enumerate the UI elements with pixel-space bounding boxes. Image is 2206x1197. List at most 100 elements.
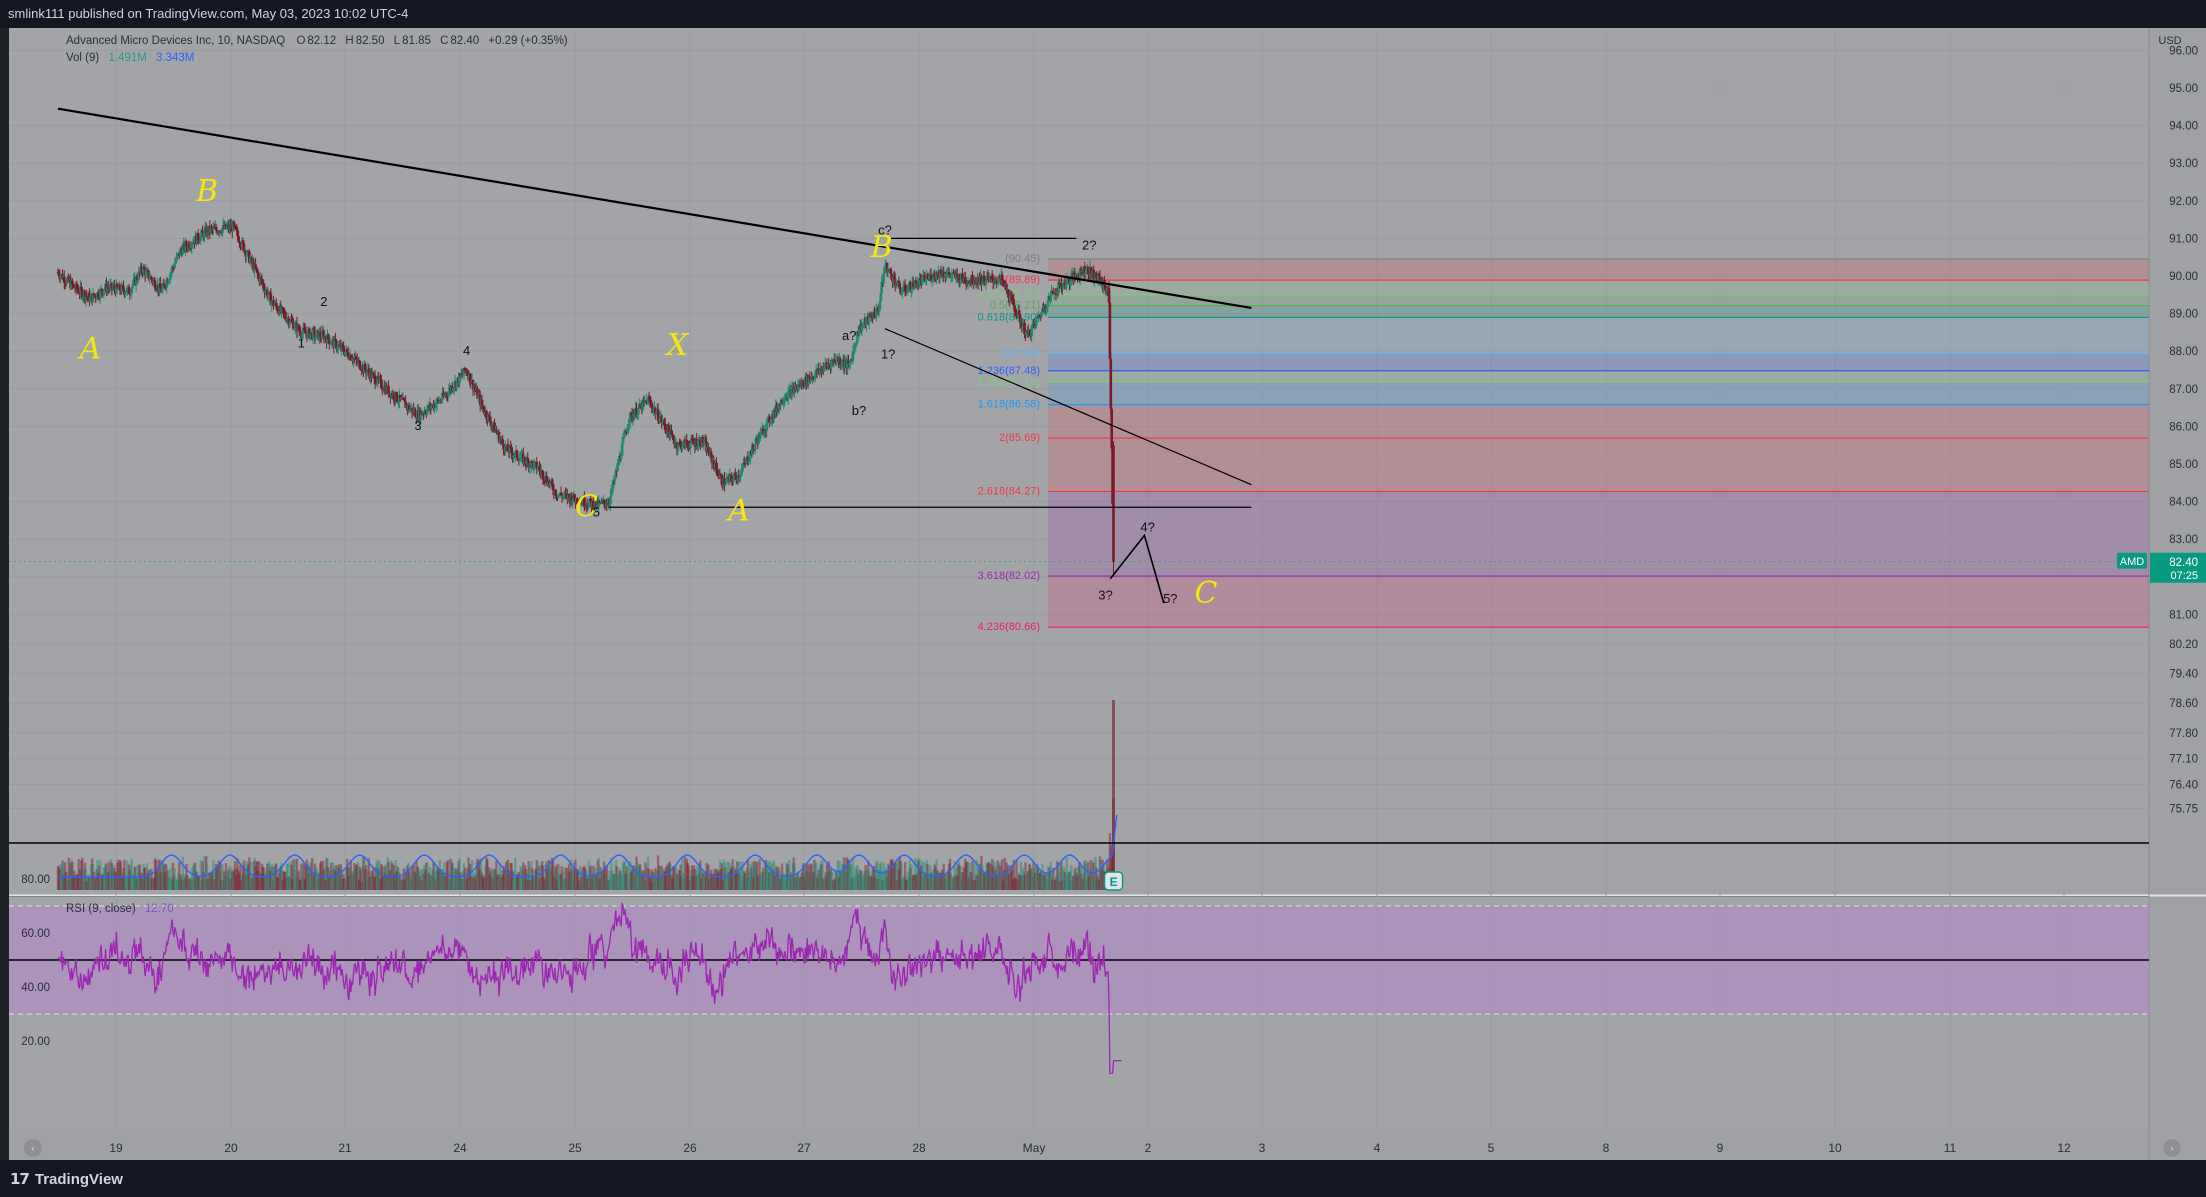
volume-bar	[515, 873, 519, 890]
candle-body	[946, 273, 949, 275]
candle-body	[371, 373, 374, 379]
price-tick: 93.00	[2169, 158, 2198, 170]
candle-body	[407, 405, 411, 411]
volume-bar	[455, 871, 459, 890]
volume-bar	[549, 867, 552, 890]
candle-body	[1032, 323, 1035, 325]
candlesticks[interactable]	[56, 218, 1115, 577]
volume-legend[interactable]: Vol (9) 1.491M 3.343M	[66, 52, 194, 64]
candle-body	[527, 460, 531, 468]
candle-body	[649, 402, 653, 404]
elliott-label: A	[77, 332, 102, 367]
candle-body	[743, 463, 747, 465]
volume-bar	[476, 858, 479, 890]
volume-bar	[635, 856, 638, 890]
wave-label: 4	[463, 343, 470, 358]
volume-bar	[887, 864, 891, 890]
candle-body	[513, 451, 517, 456]
volume-bar	[548, 860, 551, 890]
volume-bar	[864, 864, 867, 890]
volume-bar	[901, 879, 904, 890]
volume-bar	[822, 878, 825, 890]
trendlines[interactable]	[57, 107, 1252, 604]
volume-bar	[704, 873, 707, 890]
candle-body	[129, 293, 133, 295]
volume-bar	[761, 867, 765, 890]
rsi-legend[interactable]: RSI (9, close) 12.70	[66, 903, 174, 915]
candle-body	[159, 283, 162, 289]
volume-bar	[778, 870, 781, 890]
volume-bar	[739, 876, 742, 890]
candle-body	[173, 263, 177, 268]
volume-bar	[237, 871, 240, 890]
candle-body	[108, 284, 112, 289]
candle-body	[402, 397, 406, 401]
candle-body	[515, 450, 519, 459]
candle-body	[86, 296, 89, 298]
volume-bar	[199, 860, 203, 890]
candle-body	[1044, 308, 1048, 311]
volume-bar	[178, 862, 181, 890]
volume-bar	[650, 869, 653, 890]
candle-body	[404, 401, 407, 409]
volume-bar	[985, 862, 989, 890]
volume-bar	[372, 877, 376, 890]
volume-bar	[249, 862, 253, 890]
candle-body	[292, 327, 296, 330]
volume-bar	[970, 876, 973, 890]
volume-bar	[77, 858, 80, 890]
volume-bar	[169, 878, 173, 890]
candle-body	[447, 391, 451, 396]
volume-bar	[1096, 877, 1099, 890]
volume-bar	[386, 856, 389, 890]
symbol-legend[interactable]: Advanced Micro Devices Inc, 10, NASDAQ O…	[66, 35, 568, 47]
candle-body	[1089, 266, 1093, 275]
candle-body	[535, 462, 539, 470]
open-label: O	[296, 35, 306, 47]
candle-body	[178, 249, 182, 257]
candle-body	[933, 272, 937, 278]
volume-bar	[1010, 867, 1014, 890]
candle-body	[79, 286, 82, 294]
candle-body	[162, 283, 166, 285]
candle-body	[790, 386, 794, 397]
candle-body	[1008, 294, 1012, 301]
volume-bar	[552, 876, 556, 890]
candle-body	[335, 340, 338, 350]
volume-bar	[399, 876, 402, 890]
candle-body	[84, 295, 88, 300]
volume-bar	[608, 870, 611, 890]
volume-bar	[683, 856, 687, 890]
volume-bar	[623, 861, 627, 890]
candle-body	[140, 266, 143, 272]
volume-bar	[118, 860, 122, 890]
volume-bar	[205, 856, 208, 890]
candle-body	[489, 421, 493, 427]
volume-bar	[194, 862, 197, 890]
tradingview-logo[interactable]: 17 TradingView	[10, 1170, 123, 1188]
volume-bar	[629, 871, 633, 890]
volume-bar	[309, 861, 312, 890]
candle-body	[592, 507, 596, 510]
wave-label: a?	[842, 328, 856, 343]
volume-bar	[143, 867, 147, 890]
scroll-left-button[interactable]: ‹	[24, 1139, 42, 1157]
chart-canvas[interactable]: (90.45)0.236(89.89)0.382(89.50)0.5(89.21…	[0, 28, 2206, 1160]
candle-body	[879, 293, 883, 301]
volume-bar	[361, 866, 364, 890]
volume-bar	[564, 867, 567, 890]
volume-bar	[854, 867, 857, 890]
volume-bar	[231, 871, 235, 890]
scroll-right-button[interactable]: ›	[2163, 1139, 2181, 1157]
volume-bar	[327, 867, 330, 890]
candle-body	[485, 410, 488, 418]
volume-bar	[240, 880, 243, 890]
volume-bar	[700, 868, 704, 890]
volume-bar	[609, 876, 612, 890]
volume-bar	[480, 872, 484, 890]
volume-bar	[696, 865, 699, 890]
volume-bar	[690, 869, 693, 890]
candle-body	[787, 389, 791, 392]
volume-bar	[757, 874, 760, 890]
